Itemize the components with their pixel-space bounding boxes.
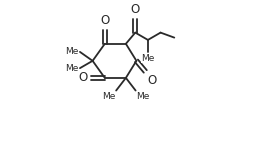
- Text: O: O: [147, 74, 156, 87]
- Text: Me: Me: [102, 92, 115, 101]
- Text: Me: Me: [65, 47, 78, 56]
- Text: Me: Me: [141, 54, 154, 63]
- Text: O: O: [130, 3, 139, 16]
- Text: Me: Me: [65, 64, 78, 73]
- Text: O: O: [100, 14, 109, 27]
- Text: O: O: [78, 71, 88, 84]
- Text: Me: Me: [136, 92, 149, 101]
